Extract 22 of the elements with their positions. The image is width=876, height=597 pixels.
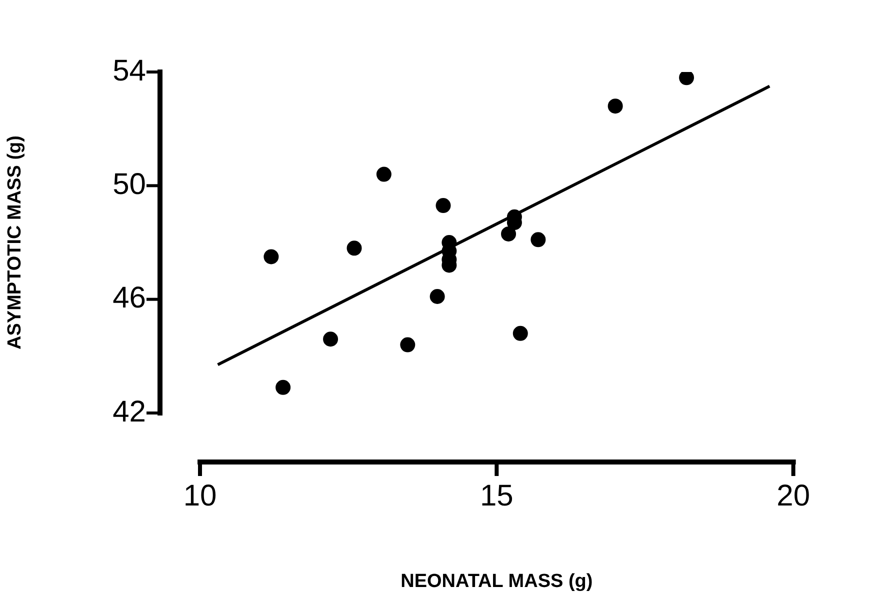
point [608, 98, 623, 114]
y-tick-label: 54 [112, 54, 146, 88]
point [436, 198, 451, 214]
y-tick-label: 46 [112, 282, 146, 315]
x-axis-title: NEONATAL MASS (g) [400, 570, 593, 592]
point [430, 288, 445, 304]
point [323, 332, 338, 347]
point [276, 380, 291, 395]
point [679, 72, 694, 86]
point [346, 240, 362, 256]
point [400, 337, 416, 352]
point [376, 166, 392, 182]
x-tick-label: 10 [183, 479, 217, 512]
y-tick-label: 42 [112, 395, 146, 428]
point [530, 232, 546, 248]
point [501, 226, 516, 242]
x-tick-label: 15 [480, 479, 514, 512]
point [512, 326, 528, 341]
point [264, 249, 279, 264]
y-axis-title: ASYMPTOTIC MASS (g) [4, 136, 26, 350]
y-tick-label: 50 [112, 168, 146, 201]
x-tick-label: 20 [776, 479, 810, 512]
